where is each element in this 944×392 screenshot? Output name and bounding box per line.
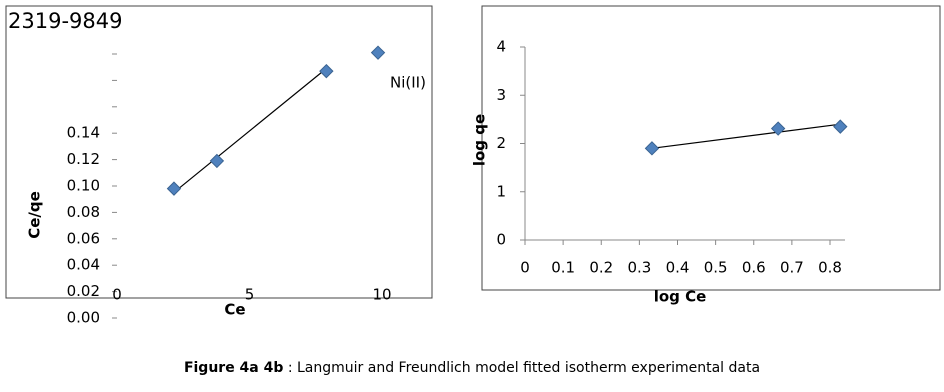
y-tick-label: 3 xyxy=(496,86,506,104)
point xyxy=(166,181,182,196)
y-tick-label: 0.00 xyxy=(67,309,100,327)
legend-label: Ni(II) xyxy=(390,74,426,92)
x-tick-label: 0 xyxy=(520,259,530,277)
trendline xyxy=(651,123,841,149)
x-tick-label: 10 xyxy=(372,286,391,304)
point xyxy=(319,63,334,79)
left-frame xyxy=(5,5,433,299)
y-tick-label: 0.04 xyxy=(67,256,100,274)
y-tick-label: 0.12 xyxy=(67,150,100,168)
right-frame xyxy=(481,5,941,291)
x-tick-label: 0.1 xyxy=(551,259,575,277)
caption-text: : Langmuir and Freundlich model fitted i… xyxy=(283,360,760,376)
x-tick-label: 0.2 xyxy=(589,259,613,277)
y-tick-label: 0.10 xyxy=(67,177,100,195)
y-tick-label: 4 xyxy=(496,38,506,56)
x-tick-label: 0.6 xyxy=(742,259,766,277)
y-tick-label: 0.06 xyxy=(67,229,100,247)
trendline xyxy=(174,68,327,192)
x-tick-label: 0.4 xyxy=(666,259,690,277)
x-tick-label: 0.3 xyxy=(627,259,651,277)
caption: Figure 4a 4b : Langmuir and Freundlich m… xyxy=(184,360,760,376)
x-tick-label: 0 xyxy=(112,286,122,304)
y-tick-label: 0 xyxy=(496,231,506,249)
point xyxy=(209,153,225,169)
x-axis-title: Ce xyxy=(224,301,245,319)
point xyxy=(370,45,386,60)
issn: 2319-9849 xyxy=(8,9,122,33)
point xyxy=(770,121,786,136)
x-tick-label: 0.7 xyxy=(780,259,804,277)
y-axis-title: Ce/qe xyxy=(26,191,44,239)
y-tick-label: 0.02 xyxy=(67,282,100,300)
x-axis-title: log Ce xyxy=(654,288,707,306)
x-tick-label: 0.8 xyxy=(818,259,842,277)
y-tick-label: 1 xyxy=(496,182,506,200)
x-tick-label: 5 xyxy=(245,286,255,304)
caption-bold: Figure 4a 4b xyxy=(184,360,283,376)
y-axis-title: log qe xyxy=(471,114,489,166)
y-tick-label: 0.14 xyxy=(67,124,100,142)
y-tick-label: 0.08 xyxy=(67,203,100,221)
x-tick-label: 0.5 xyxy=(704,259,728,277)
point xyxy=(644,141,660,156)
y-tick-label: 2 xyxy=(496,134,506,152)
point xyxy=(833,119,848,134)
